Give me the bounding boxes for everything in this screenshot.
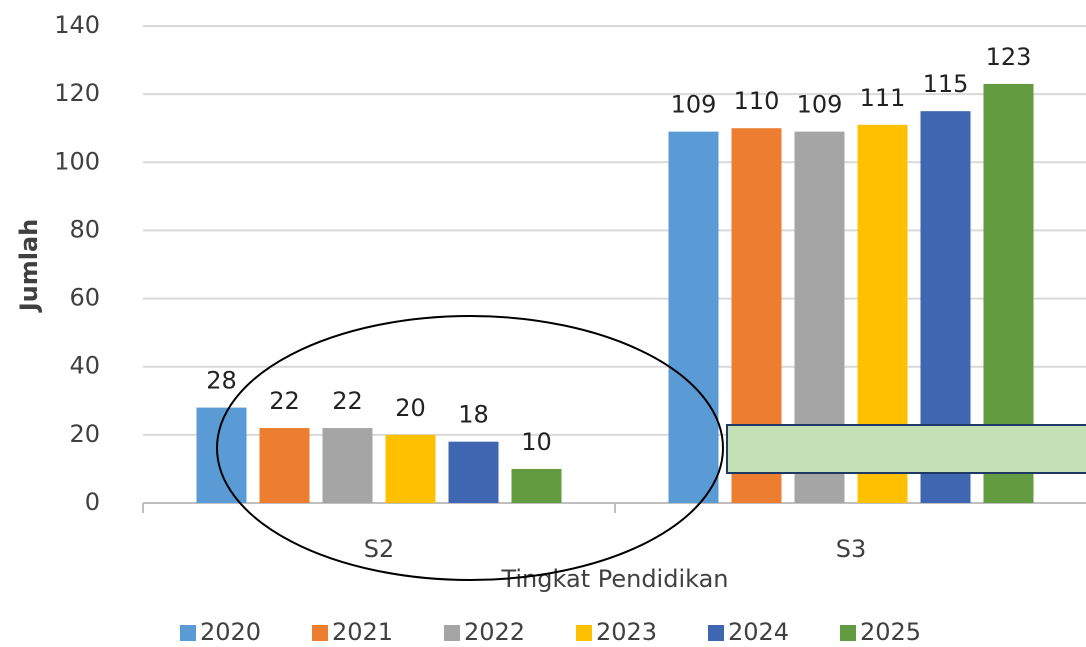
y-tick-label: 40 — [69, 352, 100, 380]
y-tick-label: 140 — [54, 11, 100, 39]
data-label: 110 — [734, 87, 780, 115]
annotation-box — [726, 424, 1086, 474]
legend-label: 2022 — [464, 618, 525, 646]
legend-label: 2023 — [596, 618, 657, 646]
y-tick-label: 100 — [54, 147, 100, 175]
bar — [259, 428, 310, 503]
bar — [322, 428, 373, 503]
legend-swatch — [180, 625, 196, 641]
data-label: 111 — [860, 84, 906, 112]
bar — [448, 441, 499, 503]
data-label: 28 — [206, 367, 237, 395]
y-axis-title: Jumlah — [15, 219, 43, 314]
data-label: 123 — [986, 43, 1032, 71]
legend-label: 2025 — [860, 618, 921, 646]
data-label: 22 — [269, 387, 300, 415]
y-tick-label: 80 — [69, 215, 100, 243]
legend-label: 2021 — [332, 618, 393, 646]
y-tick-label: 0 — [85, 488, 100, 516]
data-label: 20 — [395, 394, 426, 422]
legend-swatch — [312, 625, 328, 641]
data-label: 109 — [797, 91, 843, 119]
legend-label: 2020 — [200, 618, 261, 646]
bar — [511, 468, 562, 503]
data-label: 10 — [521, 428, 552, 456]
legend-swatch — [444, 625, 460, 641]
data-label: 22 — [332, 387, 363, 415]
x-tick-label: S2 — [364, 535, 395, 563]
bar — [668, 131, 719, 503]
y-tick-label: 60 — [69, 284, 100, 312]
data-label: 18 — [458, 401, 489, 429]
data-label: 115 — [923, 70, 969, 98]
x-tick-label: S3 — [836, 535, 867, 563]
legend-swatch — [576, 625, 592, 641]
y-tick-label: 20 — [69, 420, 100, 448]
y-tick-label: 120 — [54, 79, 100, 107]
legend-label: 2024 — [728, 618, 789, 646]
legend-swatch — [840, 625, 856, 641]
bar — [385, 434, 436, 503]
data-label: 109 — [671, 91, 717, 119]
annotation-ellipse — [216, 315, 724, 581]
legend-swatch — [708, 625, 724, 641]
x-axis-title: Tingkat Pendidikan — [500, 565, 728, 593]
